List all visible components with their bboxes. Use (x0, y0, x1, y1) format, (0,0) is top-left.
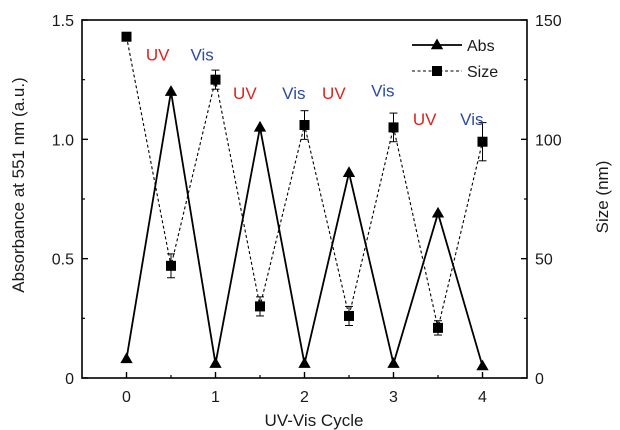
size-point (477, 136, 488, 147)
annotation-uv: UV (146, 46, 170, 65)
y-left-tick-label: 1.5 (52, 13, 74, 30)
size-point (121, 31, 132, 42)
size-point (344, 310, 354, 321)
y-right-tick-label: 50 (535, 252, 553, 269)
abs-point (387, 357, 400, 368)
plot-border (81, 19, 528, 379)
x-tick-label: 3 (389, 389, 398, 406)
size-point (210, 74, 221, 85)
abs-point (342, 166, 356, 177)
y-axis-right: 0 50 100 150 (521, 13, 562, 388)
y-left-tick-label: 0.5 (52, 252, 74, 269)
y-right-tick-label: 150 (535, 13, 562, 30)
x-tick-label: 2 (300, 389, 309, 406)
size-point (299, 120, 310, 131)
abs-point (298, 357, 311, 368)
annotation-uv: UV (413, 110, 437, 129)
size-point (433, 322, 443, 333)
x-tick-label: 1 (211, 389, 220, 406)
legend: Abs Size (412, 38, 498, 81)
size-point (255, 301, 265, 312)
abs-point (253, 120, 267, 132)
abs-point (431, 206, 445, 218)
x-axis: 0 1 2 3 4 (122, 372, 487, 406)
y-right-tick-label: 0 (535, 371, 544, 388)
abs-point (476, 359, 489, 371)
y-right-tick-label: 100 (535, 132, 562, 149)
y-axis-right-title: Size (nm) (593, 161, 612, 234)
x-tick-label: 4 (478, 389, 487, 406)
legend-abs-marker (430, 38, 444, 50)
annotation-uv: UV (233, 84, 257, 103)
annotation-vis: Vis (460, 110, 483, 129)
plot-frame (81, 19, 528, 379)
annotation-vis: Vis (371, 81, 394, 100)
annotation-layer: UV Vis UV Vis UV Vis UV Vis (146, 46, 484, 129)
size-series-line (125, 36, 484, 329)
size-point (166, 260, 176, 271)
x-axis-title: UV-Vis Cycle (265, 411, 364, 430)
x-tick-label: 0 (122, 389, 131, 406)
legend-size-marker (432, 66, 442, 76)
annotation-vis: Vis (282, 84, 305, 103)
y-axis-left-title: Absorbance at 551 nm (a.u.) (9, 77, 28, 292)
annotation-vis: Vis (190, 46, 213, 65)
y-left-tick-label: 0 (65, 371, 74, 388)
legend-size-label: Size (467, 64, 498, 81)
size-point (388, 122, 399, 133)
abs-point (209, 357, 222, 368)
abs-point (120, 352, 133, 364)
y-axis-left: 0 0.5 1.0 1.5 (52, 13, 88, 388)
legend-abs-label: Abs (467, 38, 495, 55)
annotation-uv: UV (322, 84, 346, 103)
y-left-tick-label: 1.0 (52, 132, 74, 149)
series-layer (120, 31, 489, 371)
abs-point (164, 85, 178, 96)
